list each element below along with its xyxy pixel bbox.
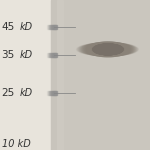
- Ellipse shape: [89, 42, 129, 57]
- Ellipse shape: [96, 44, 120, 55]
- Ellipse shape: [94, 43, 134, 56]
- Ellipse shape: [93, 43, 132, 56]
- Ellipse shape: [96, 44, 120, 55]
- Ellipse shape: [94, 44, 122, 55]
- Text: 10 kD: 10 kD: [2, 139, 30, 149]
- Ellipse shape: [94, 44, 122, 55]
- Ellipse shape: [94, 44, 122, 55]
- Bar: [46, 53, 49, 57]
- Bar: [48, 25, 50, 29]
- Ellipse shape: [94, 44, 122, 55]
- Bar: [50, 91, 52, 95]
- Ellipse shape: [81, 43, 121, 56]
- Ellipse shape: [88, 42, 128, 57]
- Bar: [53, 53, 56, 57]
- Bar: [52, 91, 54, 95]
- Bar: [48, 91, 50, 95]
- Bar: [53, 25, 56, 29]
- Ellipse shape: [93, 44, 123, 55]
- Ellipse shape: [95, 43, 135, 56]
- Bar: [51, 91, 53, 95]
- Bar: [49, 53, 51, 57]
- Ellipse shape: [95, 44, 121, 55]
- Ellipse shape: [82, 43, 122, 56]
- Bar: [48, 53, 50, 57]
- Bar: [54, 25, 57, 29]
- Bar: [51, 53, 53, 57]
- Text: kD: kD: [20, 88, 33, 98]
- Bar: [57, 0, 150, 150]
- Text: kD: kD: [20, 50, 33, 60]
- Bar: [51, 25, 53, 29]
- Ellipse shape: [80, 44, 120, 55]
- Ellipse shape: [95, 44, 121, 55]
- Text: 35: 35: [2, 50, 15, 60]
- Bar: [46, 91, 49, 95]
- Ellipse shape: [93, 44, 123, 55]
- Bar: [49, 25, 51, 29]
- Ellipse shape: [95, 44, 121, 55]
- Text: 25: 25: [2, 88, 15, 98]
- Ellipse shape: [96, 44, 136, 55]
- Ellipse shape: [78, 44, 118, 55]
- Bar: [54, 0, 57, 150]
- Ellipse shape: [86, 42, 126, 56]
- Bar: [54, 53, 57, 57]
- Ellipse shape: [92, 43, 131, 56]
- Ellipse shape: [96, 44, 120, 55]
- Ellipse shape: [97, 44, 137, 55]
- Bar: [52, 53, 54, 57]
- Ellipse shape: [90, 42, 130, 56]
- Ellipse shape: [84, 43, 123, 56]
- Text: 45: 45: [2, 22, 15, 32]
- Bar: [50, 25, 52, 29]
- Ellipse shape: [93, 44, 123, 55]
- Bar: [52, 25, 54, 29]
- Bar: [54, 91, 57, 95]
- Bar: [51, 0, 57, 150]
- Ellipse shape: [79, 44, 119, 55]
- Ellipse shape: [98, 44, 138, 55]
- Ellipse shape: [85, 43, 124, 56]
- Ellipse shape: [93, 44, 123, 55]
- Ellipse shape: [87, 42, 127, 57]
- Bar: [46, 25, 49, 29]
- Bar: [57, 0, 63, 150]
- Bar: [49, 91, 51, 95]
- Bar: [50, 53, 52, 57]
- Ellipse shape: [77, 44, 117, 55]
- Bar: [53, 91, 56, 95]
- Text: kD: kD: [20, 22, 33, 32]
- Ellipse shape: [95, 44, 121, 55]
